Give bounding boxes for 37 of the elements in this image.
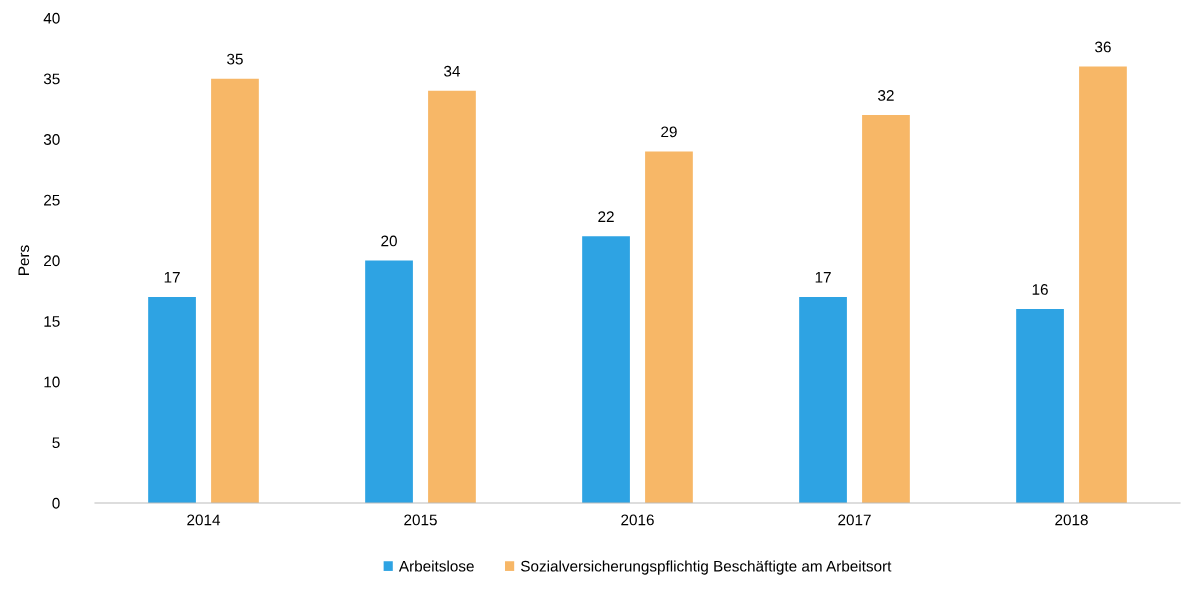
y-tick-label: 35: [43, 73, 60, 85]
y-tick-label: 40: [43, 12, 60, 24]
bar: [428, 90, 476, 503]
data-label: 17: [164, 272, 180, 283]
bar: [148, 296, 196, 503]
bar: [582, 236, 630, 503]
x-tick-label: 2017: [838, 514, 871, 526]
data-label: 34: [444, 65, 461, 77]
data-label: 36: [1095, 41, 1111, 53]
data-label: 17: [815, 272, 831, 283]
y-tick-label: 15: [44, 316, 60, 327]
bar: [645, 151, 693, 503]
data-label: 32: [878, 90, 894, 101]
bar: [1016, 309, 1064, 503]
x-tick-label: 2016: [621, 514, 654, 526]
y-tick-label: 25: [44, 194, 60, 206]
y-tick-label: 0: [52, 497, 60, 509]
bar: [862, 115, 910, 503]
data-label: 16: [1032, 284, 1048, 295]
legend-label: Sozialversicherungspflichtig Beschäftigte am Arbeitsort: [521, 560, 892, 575]
y-tick-label: 20: [44, 255, 60, 267]
bar: [211, 78, 259, 503]
y-tick-label: 10: [44, 376, 60, 388]
legend-label: Arbeitslose: [398, 560, 474, 572]
bar: [799, 296, 847, 503]
x-tick-label: 2018: [1055, 514, 1088, 526]
bar: [365, 260, 413, 503]
bar: [1079, 66, 1127, 503]
data-label: 29: [661, 126, 677, 138]
x-tick-label: 2015: [404, 514, 437, 526]
y-axis-title: Pers: [18, 245, 30, 275]
x-tick-label: 2014: [187, 514, 221, 526]
y-tick-label: 5: [52, 437, 60, 449]
y-tick-label: 30: [43, 134, 60, 145]
data-label: 22: [598, 211, 614, 222]
data-label: 20: [381, 235, 397, 247]
data-label: 35: [227, 53, 243, 65]
